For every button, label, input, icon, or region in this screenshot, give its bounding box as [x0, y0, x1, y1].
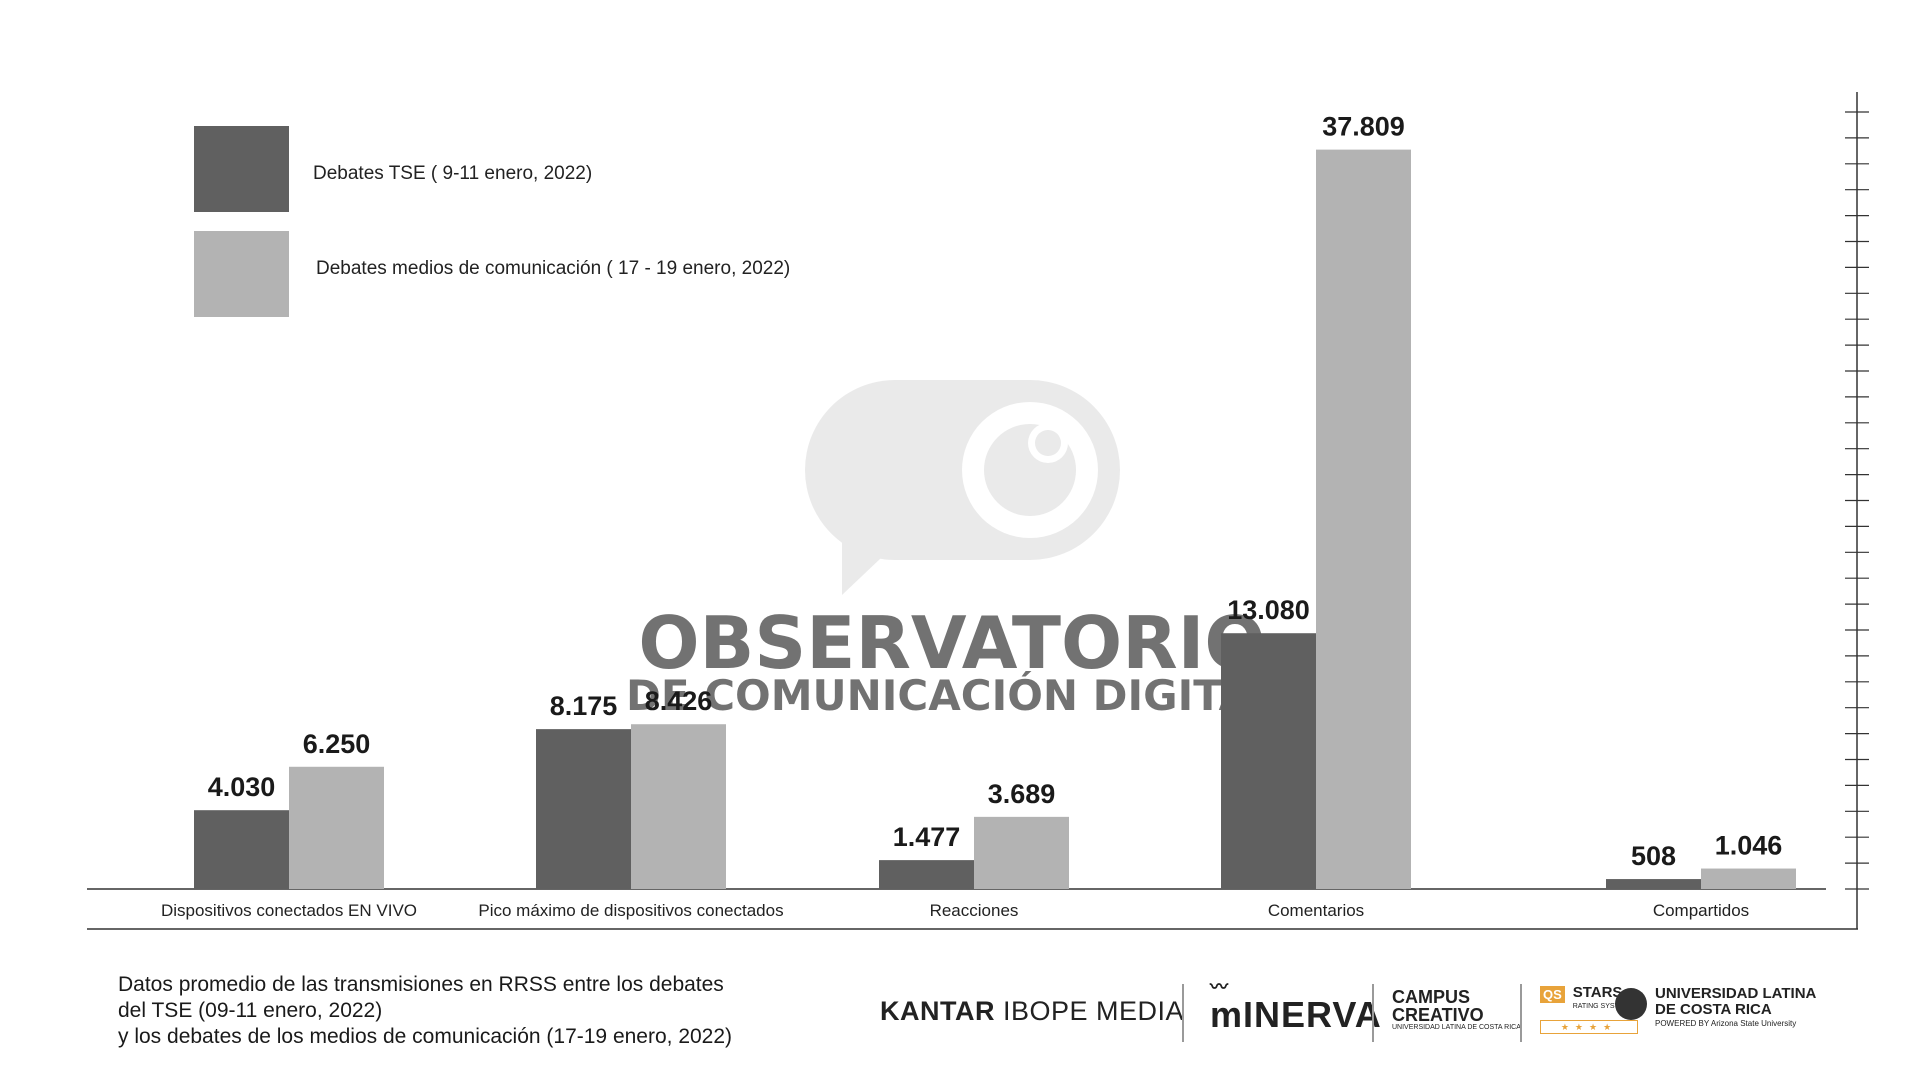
minerva-text: mINERVA	[1210, 994, 1382, 1035]
right-axis-ticks	[1845, 111, 1869, 890]
legend-label-medios: Debates medios de comunicación ( 17 - 19…	[316, 258, 790, 279]
bar-comentarios-medios	[1316, 149, 1411, 889]
value-label-compartidos-medios: 1.046	[1715, 831, 1783, 861]
globe-icon	[1615, 988, 1647, 1020]
bar-reacciones-medios	[974, 816, 1069, 889]
kantar-text: KANTAR	[880, 996, 995, 1026]
campus-subtitle: UNIVERSIDAD LATINA DE COSTA RICA	[1392, 1024, 1521, 1031]
bar-reacciones-tse	[879, 860, 974, 889]
value-labels: 4.030 6.250 8.175 8.426 1.477 3.689 13.080 37.8…	[208, 112, 1783, 871]
caption-line-2: del TSE (09-11 enero, 2022)	[118, 999, 383, 1022]
ulatina-logo: UNIVERSIDAD LATINA DE COSTA RICA POWERED…	[1615, 985, 1817, 1030]
legend-label-tse: Debates TSE ( 9-11 enero, 2022)	[313, 163, 592, 184]
qs-stars-logo: QS STARS RATING SYSTEM ★★★★	[1540, 984, 1638, 1034]
watermark-title: OBSERVATORIO	[638, 601, 1265, 685]
ulatina-subtitle: POWERED BY Arizona State University	[1655, 1019, 1797, 1028]
bar-comentarios-tse	[1221, 633, 1316, 889]
bar-compartidos-tse	[1606, 879, 1701, 889]
campus-text: CAMPUS	[1392, 987, 1471, 1007]
value-label-pico-maximo-de-dispositivos-conectados-medios: 8.426	[645, 686, 713, 716]
caption-line-3: y los debates de los medios de comunicac…	[118, 1025, 733, 1048]
legend: Debates TSE ( 9-11 enero, 2022) Debates …	[194, 126, 790, 317]
bar-compartidos-medios	[1701, 868, 1796, 889]
caption: Datos promedio de las transmisiones en R…	[118, 972, 878, 1050]
qs-subtitle: RATING SYSTEM	[1572, 1003, 1630, 1010]
legend-swatch-tse	[194, 126, 289, 212]
watermark-logo	[805, 380, 1120, 595]
ibope-media-text: IBOPE MEDIA	[1003, 996, 1185, 1026]
bar-pico-maximo-de-dispositivos-conectados-medios	[631, 724, 726, 889]
value-label-pico-maximo-de-dispositivos-conectados-tse: 8.175	[550, 691, 618, 721]
category-labels: Dispositivos conectados EN VIVO Pico máxi…	[161, 901, 1749, 920]
value-label-comentarios-medios: 37.809	[1322, 112, 1405, 142]
logo-separator	[1182, 984, 1184, 1042]
bar-dispositivos-conectados-en-vivo-medios	[289, 766, 384, 889]
category-label-dispositivos-conectados-en-vivo: Dispositivos conectados EN VIVO	[161, 901, 417, 920]
watermark: OBSERVATORIO DE COMUNICACIÓN DIGITAL	[626, 380, 1278, 720]
campus-creativo-logo: CAMPUS CREATIVO UNIVERSIDAD LATINA DE CO…	[1392, 988, 1521, 1032]
bar-dispositivos-conectados-en-vivo-tse	[194, 810, 289, 889]
ulatina-line-1: UNIVERSIDAD LATINA	[1655, 985, 1817, 1002]
legend-swatch-medios	[194, 231, 289, 317]
creativo-text: CREATIVO	[1392, 1005, 1484, 1025]
value-label-comentarios-tse: 13.080	[1227, 595, 1310, 625]
kantar-ibope-logo: KANTAR IBOPE MEDIA	[880, 996, 1184, 1027]
category-label-pico-maximo-de-dispositivos-conectados: Pico máximo de dispositivos conectados	[478, 901, 783, 920]
value-label-dispositivos-conectados-en-vivo-tse: 4.030	[208, 772, 276, 802]
minerva-logo: 〰 mINERVA	[1210, 977, 1382, 1036]
category-label-comentarios: Comentarios	[1268, 901, 1364, 920]
logo-separator	[1520, 984, 1522, 1042]
value-label-reacciones-tse: 1.477	[893, 822, 961, 852]
value-label-dispositivos-conectados-en-vivo-medios: 6.250	[303, 729, 371, 759]
minerva-wave-icon: 〰	[1210, 977, 1228, 997]
qs-stars-text: STARS	[1572, 984, 1623, 1001]
value-label-reacciones-medios: 3.689	[988, 779, 1056, 809]
sponsor-logos: KANTAR IBOPE MEDIA 〰 mINERVA CAMPUS CREA…	[880, 977, 1880, 1050]
ulatina-line-2: DE COSTA RICA	[1655, 1001, 1772, 1018]
category-label-compartidos: Compartidos	[1653, 901, 1749, 920]
category-label-reacciones: Reacciones	[930, 901, 1019, 920]
qs-star-rating-icon: ★★★★	[1540, 1020, 1638, 1034]
watermark-subtitle: DE COMUNICACIÓN DIGITAL	[626, 670, 1278, 720]
bar-pico-maximo-de-dispositivos-conectados-tse	[536, 729, 631, 889]
bars	[194, 149, 1796, 889]
caption-line-1: Datos promedio de las transmisiones en R…	[118, 973, 724, 996]
qs-badge: QS	[1540, 986, 1565, 1003]
value-label-compartidos-tse: 508	[1631, 841, 1676, 871]
logo-separator	[1372, 984, 1374, 1042]
